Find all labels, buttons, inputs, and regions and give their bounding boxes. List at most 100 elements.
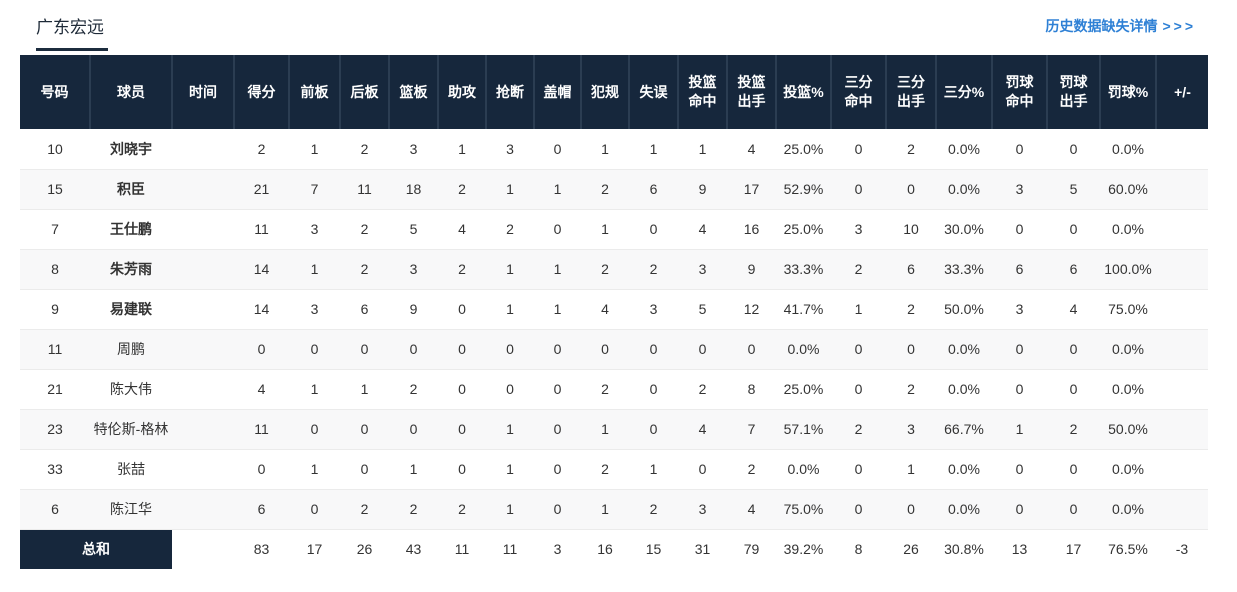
stat-cell: 14 <box>253 261 270 277</box>
player-number-cell: 33 <box>47 461 63 477</box>
stat-cell <box>1156 169 1208 209</box>
stat-cell: 75.0% <box>1108 301 1148 317</box>
stat-cell: 3 <box>1015 181 1024 197</box>
stat-cell: 2 <box>907 301 915 317</box>
stat-cell: 6 <box>257 501 266 517</box>
stat-cell: 1 <box>1015 421 1024 437</box>
stat-cell: 2 <box>907 140 915 157</box>
stat-cell: 0 <box>506 341 514 357</box>
stat-cell: 11 <box>254 421 269 437</box>
team-title: 广东宏远 <box>36 13 108 51</box>
table-header: 号码 球员 时间 得分 前板 后板 篮板 助攻 抢断 盖帽 犯规 失误 投篮 命中 投篮 出手 投篮% 三分 … <box>20 55 1208 129</box>
stat-cell <box>1156 249 1208 289</box>
player-number-cell: 6 <box>51 501 59 517</box>
stat-cell: 3 <box>310 301 319 317</box>
stat-cell: 25.0% <box>783 140 824 157</box>
stat-cell: 3 <box>310 221 319 237</box>
player-name-cell: 陈江华 <box>110 501 152 517</box>
stat-cell: 1 <box>310 381 319 397</box>
player-number-cell: 7 <box>51 221 59 237</box>
stat-cell: 1 <box>907 461 915 477</box>
player-row: 23 特伦斯-格林 11 0 0 0 0 1 0 1 0 4 7 57.1% 2 3 66.7% 1 2 50.0% <box>20 409 1208 449</box>
stat-cell: 4 <box>458 221 466 237</box>
stat-cell: 0 <box>649 221 658 237</box>
stat-cell: 2 <box>458 261 466 277</box>
player-row: 33 张喆 0 1 0 1 0 1 0 2 1 0 2 0.0% 0 1 0.0% 0 0 0.0% <box>20 449 1208 489</box>
column-header: 投篮 命中 <box>678 55 728 129</box>
stat-cell: 11 <box>254 221 269 237</box>
column-header: 得分 <box>234 55 290 129</box>
stat-cell: 2 <box>601 381 609 397</box>
stat-cell: 2 <box>458 181 466 197</box>
player-row: 11 周鹏 0 0 0 0 0 0 0 0 0 0 0 0.0% 0 0 0.0% 0 0 0.0% <box>20 329 1208 369</box>
total-stat-cell <box>172 529 234 569</box>
stat-cell: 1 <box>310 261 319 277</box>
stat-cell: 1 <box>698 140 707 157</box>
stat-cell: 0.0% <box>948 140 980 157</box>
total-stat-cell: 16 <box>597 541 613 558</box>
stat-cell: 0 <box>854 140 863 157</box>
stat-cell: 1 <box>506 261 514 277</box>
total-label-cell: 总和 <box>20 529 172 569</box>
stat-cell: 0 <box>698 461 707 477</box>
stat-cell: 0.0% <box>1112 461 1144 477</box>
stat-cell: 0 <box>907 181 915 197</box>
stat-cell: 52.9% <box>783 181 824 197</box>
stat-cell: 9 <box>747 261 756 277</box>
history-data-link[interactable]: 历史数据缺失详情 >>> <box>1045 16 1196 36</box>
total-stat-cell: 30.8% <box>944 541 984 558</box>
stat-cell: 1 <box>649 461 658 477</box>
stat-cell: 1 <box>854 301 863 317</box>
stat-cell: 0 <box>1069 381 1078 397</box>
stat-cell <box>172 329 234 369</box>
stat-cell: 0 <box>360 421 369 437</box>
stat-cell: 1 <box>601 501 609 517</box>
stat-cell: 2 <box>698 381 707 397</box>
player-name-cell: 积臣 <box>117 181 145 197</box>
stat-cell: 4 <box>698 421 707 437</box>
stat-cell: 2 <box>257 140 266 157</box>
stat-cell: 30.0% <box>944 221 984 237</box>
stat-cell: 1 <box>506 501 514 517</box>
stat-cell: 0 <box>553 221 562 237</box>
stat-cell: 0.0% <box>948 501 980 517</box>
stat-cell: 0.0% <box>787 461 820 477</box>
stat-cell: 2 <box>409 381 418 397</box>
stat-cell: 50.0% <box>944 301 984 317</box>
stat-cell: 7 <box>747 421 756 437</box>
stat-cell: 0 <box>458 421 466 437</box>
stat-cell: 18 <box>405 181 422 197</box>
stat-cell: 2 <box>601 181 609 197</box>
column-header: 盖帽 <box>534 55 582 129</box>
stat-cell: 0 <box>854 461 863 477</box>
column-header: 三分 出手 <box>886 55 937 129</box>
stat-cell: 4 <box>257 381 266 397</box>
total-stat-cell: 26 <box>903 541 919 558</box>
stat-cell: 1 <box>506 461 514 477</box>
stat-cell: 1 <box>601 421 609 437</box>
player-row: 10 刘晓宇 2 1 2 3 1 3 0 1 1 1 4 25.0% 0 2 0.0% 0 0 0.0% <box>20 129 1208 169</box>
stat-cell: 1 <box>360 381 369 397</box>
stat-cell <box>172 449 234 489</box>
column-header: 抢断 <box>486 55 535 129</box>
player-name-cell: 周鹏 <box>117 341 145 357</box>
stat-cell <box>172 289 234 329</box>
total-stat-cell: 76.5% <box>1108 541 1148 558</box>
stat-cell <box>1156 289 1208 329</box>
stat-cell: 3 <box>907 421 915 437</box>
column-header: 前板 <box>289 55 341 129</box>
stat-cell: 75.0% <box>783 501 824 517</box>
column-header: 球员 <box>90 55 173 129</box>
stat-cell: 3 <box>854 221 863 237</box>
total-stat-cell: 11 <box>454 541 470 558</box>
stat-cell: 2 <box>360 501 369 517</box>
column-header: 篮板 <box>389 55 439 129</box>
stat-cell: 3 <box>409 140 418 157</box>
stat-cell <box>1156 369 1208 409</box>
player-number-cell: 11 <box>47 341 63 357</box>
player-number-cell: 23 <box>47 421 63 437</box>
stat-cell: 5 <box>1069 181 1078 197</box>
stat-cell: 60.0% <box>1108 181 1148 197</box>
stat-cell: 1 <box>553 181 562 197</box>
stat-cell: 0 <box>649 421 658 437</box>
